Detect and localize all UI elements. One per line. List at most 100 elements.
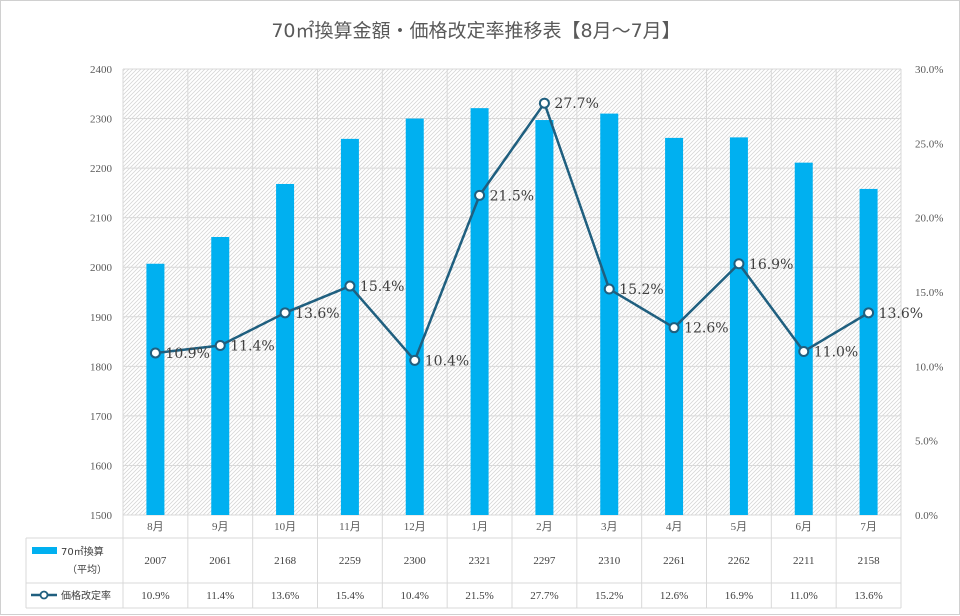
table-value-bar: 2211: [793, 555, 815, 567]
y-right-tick-label: 20.0%: [915, 213, 943, 225]
x-tick-label: 11月: [339, 521, 361, 533]
legend-bar-swatch: [32, 547, 57, 554]
line-point: [733, 258, 745, 270]
data-label: 13.6%: [295, 306, 339, 322]
y-right-tick-label: 5.0%: [915, 436, 938, 448]
y-right-tick-label: 0.0%: [915, 510, 938, 522]
line-point: [798, 345, 810, 357]
data-label: 12.6%: [684, 321, 728, 337]
x-tick-label: 9月: [212, 521, 229, 533]
y-left-tick-label: 1600: [90, 460, 113, 472]
axes: 1500 1600 1700 1800 1900 2000 2100 2200 2300 2400…: [90, 64, 943, 533]
bar: [600, 113, 619, 515]
grid-lines: [25, 68, 902, 609]
y-left-tick-label: 1800: [90, 361, 113, 373]
table-value-rate: 10.4%: [401, 590, 429, 602]
x-tick-label: 2月: [536, 521, 553, 533]
y-left-tick-label: 2200: [90, 163, 113, 175]
x-tick-label: 8月: [147, 521, 164, 533]
y-left-tick-label: 2100: [90, 213, 113, 225]
data-label: 27.7%: [554, 96, 598, 112]
table-value-bar: 2262: [728, 555, 750, 567]
table-value-rate: 11.4%: [206, 590, 234, 602]
table-value-rate: 21.5%: [465, 590, 493, 602]
line-path: [155, 101, 870, 362]
table-value-rate: 13.6%: [854, 590, 882, 602]
legend-line-marker: [39, 590, 49, 600]
line-series: 10.9% 11.4% 13.6% 15.4% 10.4% 21.5% 27.7% 15.2%…: [149, 96, 923, 369]
bar: [405, 118, 424, 516]
bar: [859, 188, 878, 515]
bar: [211, 236, 230, 515]
bar: [729, 137, 748, 516]
bar: [470, 108, 489, 515]
table-value-bar: 2007: [144, 555, 167, 567]
data-label: 11.4%: [230, 339, 274, 355]
table-value-bar: 2259: [339, 555, 362, 567]
line-point: [603, 283, 615, 295]
data-label: 21.5%: [490, 188, 534, 204]
table-value-rate: 13.6%: [271, 590, 299, 602]
x-tick-label: 5月: [731, 521, 748, 533]
line-point: [344, 280, 356, 292]
bar: [340, 138, 359, 515]
legend-bar-name: 70㎡換算: [61, 545, 104, 558]
bar: [276, 183, 295, 516]
x-tick-label: 7月: [860, 521, 877, 533]
bar: [146, 263, 165, 515]
bar: [794, 162, 813, 515]
data-label: 10.4%: [425, 353, 469, 369]
data-label: 15.2%: [619, 282, 663, 298]
data-label: 15.4%: [360, 279, 404, 295]
table-value-bar: 2158: [858, 555, 881, 567]
legend-line-name: 価格改定率: [61, 589, 111, 602]
table-value-bar: 2261: [663, 555, 685, 567]
data-table: 70㎡換算 （平均） 価格改定率 2007 2061 2168 2259 2300 2321 22…: [31, 545, 883, 602]
data-label: 16.9%: [749, 257, 793, 273]
y-right-tick-label: 30.0%: [915, 64, 943, 76]
line-point: [668, 322, 680, 334]
data-label: 10.9%: [165, 346, 209, 362]
x-tick-label: 10月: [274, 521, 296, 533]
y-left-tick-label: 1500: [90, 510, 113, 522]
chart-title: 70㎡換算金額・価格改定率推移表【8月～7月】: [271, 19, 680, 42]
x-tick-label: 1月: [471, 521, 488, 533]
table-value-bar: 2168: [274, 555, 297, 567]
table-value-bar: 2310: [598, 555, 621, 567]
line-point: [538, 97, 550, 109]
table-value-rate: 12.6%: [660, 590, 688, 602]
line-point: [409, 354, 421, 366]
line-point: [149, 347, 161, 359]
table-value-bar: 2061: [209, 555, 231, 567]
x-tick-label: 4月: [666, 521, 683, 533]
bar: [535, 120, 554, 515]
line-point: [474, 189, 486, 201]
y-left-tick-label: 2000: [90, 262, 113, 274]
table-value-bar: 2297: [533, 555, 556, 567]
data-label: 11.0%: [814, 344, 858, 360]
line-point: [214, 340, 226, 352]
y-left-tick-label: 1700: [90, 411, 113, 423]
line-point: [279, 307, 291, 319]
table-value-bar: 2321: [469, 555, 491, 567]
y-right-tick-label: 10.0%: [915, 361, 943, 373]
y-right-tick-label: 15.0%: [915, 287, 943, 299]
x-tick-label: 12月: [404, 521, 426, 533]
table-value-bar: 2300: [404, 555, 427, 567]
x-tick-label: 6月: [796, 521, 813, 533]
table-value-rate: 15.2%: [595, 590, 623, 602]
legend-bar-subname: （平均）: [67, 564, 107, 576]
y-left-tick-label: 1900: [90, 312, 113, 324]
table-value-rate: 15.4%: [336, 590, 364, 602]
y-left-tick-label: 2400: [90, 64, 113, 76]
y-right-tick-label: 25.0%: [915, 138, 943, 150]
line-point: [863, 307, 875, 319]
table-value-rate: 11.0%: [790, 590, 818, 602]
y-left-tick-label: 2300: [90, 114, 113, 126]
x-tick-label: 3月: [601, 521, 618, 533]
table-value-rate: 27.7%: [530, 590, 558, 602]
table-value-rate: 16.9%: [725, 590, 753, 602]
table-value-rate: 10.9%: [141, 590, 169, 602]
